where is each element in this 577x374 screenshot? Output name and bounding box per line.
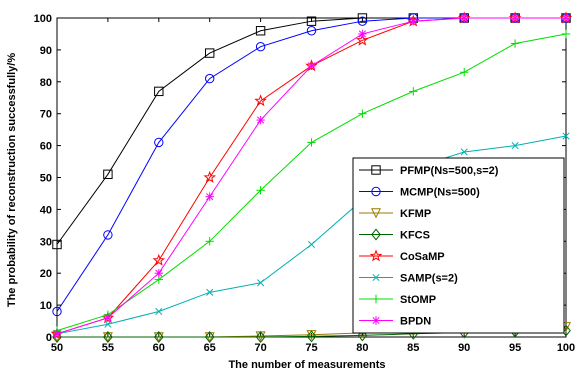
data-point-cosamp xyxy=(152,253,166,266)
x-tick-label: 55 xyxy=(102,342,114,354)
x-tick-label: 100 xyxy=(557,342,575,354)
data-point-pfmp-ns-500-s-2 xyxy=(205,48,215,58)
data-point-samp-s-2 xyxy=(155,307,163,316)
data-point-pfmp-ns-500-s-2 xyxy=(357,13,368,23)
data-point-bpdn xyxy=(52,329,62,339)
data-point-mcmp-ns-500 xyxy=(357,16,368,26)
data-point-samp-s-2 xyxy=(562,132,570,140)
y-tick-label: 80 xyxy=(40,77,52,89)
legend-marker-kfmp xyxy=(370,208,382,219)
legend-box xyxy=(352,157,565,334)
y-tick-label: 90 xyxy=(40,45,52,57)
x-tick-label: 95 xyxy=(509,342,521,354)
legend-marker-bpdn xyxy=(371,316,381,325)
y-tick-label: 60 xyxy=(40,141,52,153)
y-tick-label: 100 xyxy=(34,13,52,25)
data-point-stomp xyxy=(205,237,214,246)
legend-label-cosamp: CoSaMP xyxy=(400,251,445,263)
legend-label-pfmp-ns-500-s-2: PFMP(Ns=500,s=2) xyxy=(400,165,499,177)
data-point-pfmp-ns-500-s-2 xyxy=(154,86,164,97)
data-point-bpdn xyxy=(256,115,265,125)
data-point-bpdn xyxy=(561,13,571,23)
legend-marker-mcmp-ns-500 xyxy=(371,186,381,197)
data-point-mcmp-ns-500 xyxy=(306,26,317,36)
data-point-cosamp xyxy=(356,33,369,46)
data-point-bpdn xyxy=(460,13,469,23)
legend-marker-pfmp-ns-500-s-2 xyxy=(371,165,381,175)
data-point-bpdn xyxy=(205,192,214,201)
data-point-cosamp xyxy=(203,170,217,183)
data-point-bpdn xyxy=(409,16,418,26)
data-point-cosamp xyxy=(254,94,267,107)
legend-label-kfmp: KFMP xyxy=(400,208,431,220)
data-point-samp-s-2 xyxy=(104,320,112,328)
y-tick-label: 70 xyxy=(40,109,52,121)
data-point-mcmp-ns-500 xyxy=(103,230,113,240)
y-tick-label: 10 xyxy=(40,300,52,312)
data-point-pfmp-ns-500-s-2 xyxy=(255,26,266,36)
y-tick-label: 0 xyxy=(46,332,52,344)
legend-label-kfcs: KFCS xyxy=(400,230,430,242)
data-point-stomp xyxy=(307,138,316,147)
data-point-bpdn xyxy=(307,61,316,71)
data-point-kfcs xyxy=(306,330,317,343)
legend-marker-cosamp xyxy=(369,249,383,262)
data-point-kfcs xyxy=(153,331,164,343)
data-point-kfcs xyxy=(103,331,113,343)
x-tick-label: 50 xyxy=(51,342,63,354)
data-point-stomp xyxy=(561,29,571,39)
y-tick-label: 40 xyxy=(40,204,52,216)
data-point-samp-s-2 xyxy=(511,142,519,150)
legend-label-mcmp-ns-500: MCMP(Ns=500) xyxy=(400,187,480,199)
data-point-pfmp-ns-500-s-2 xyxy=(306,16,317,26)
legend-marker-kfcs xyxy=(371,228,381,241)
y-axis-label: The probability of reconstruction succes… xyxy=(6,53,18,307)
data-point-bpdn xyxy=(103,313,113,323)
data-point-mcmp-ns-500 xyxy=(205,73,215,84)
data-point-bpdn xyxy=(154,269,163,278)
x-tick-label: 75 xyxy=(305,342,317,354)
data-point-samp-s-2 xyxy=(206,288,214,296)
data-point-samp-s-2 xyxy=(460,148,468,156)
data-point-samp-s-2 xyxy=(307,240,316,249)
legend-label-stomp: StOMP xyxy=(400,294,436,306)
data-point-mcmp-ns-500 xyxy=(255,42,266,52)
data-point-pfmp-ns-500-s-2 xyxy=(103,169,113,180)
x-tick-label: 90 xyxy=(458,342,470,354)
data-point-stomp xyxy=(510,39,520,48)
legend-marker-samp-s-2 xyxy=(372,273,380,282)
x-tick-label: 65 xyxy=(204,342,216,354)
y-tick-label: 20 xyxy=(40,268,52,280)
x-tick-label: 80 xyxy=(356,342,368,354)
data-point-bpdn xyxy=(510,13,520,23)
data-point-kfcs xyxy=(255,331,266,343)
data-point-stomp xyxy=(409,87,418,96)
data-point-stomp xyxy=(256,186,265,195)
x-tick-label: 60 xyxy=(153,342,165,354)
x-tick-label: 70 xyxy=(254,342,266,354)
legend-marker-stomp xyxy=(371,294,381,304)
data-point-kfcs xyxy=(357,329,368,342)
legend: PFMP(Ns=500,s=2) MCMP(Ns=500) KFMP KFCS CoSa… xyxy=(352,157,565,334)
data-point-mcmp-ns-500 xyxy=(154,137,164,148)
data-point-kfcs xyxy=(204,331,215,343)
data-point-mcmp-ns-500 xyxy=(52,306,62,317)
data-point-stomp xyxy=(460,68,469,77)
data-point-stomp xyxy=(358,109,367,118)
data-point-pfmp-ns-500-s-2 xyxy=(52,239,62,250)
data-point-samp-s-2 xyxy=(257,279,265,287)
x-axis-label: The number of measurements xyxy=(228,359,385,371)
data-point-bpdn xyxy=(358,29,367,39)
legend-label-bpdn: BPDN xyxy=(400,316,431,328)
y-tick-label: 50 xyxy=(40,173,52,185)
y-tick-label: 30 xyxy=(40,236,52,248)
x-tick-label: 85 xyxy=(407,342,419,354)
legend-label-samp-s-2: SAMP(s=2) xyxy=(400,273,458,285)
